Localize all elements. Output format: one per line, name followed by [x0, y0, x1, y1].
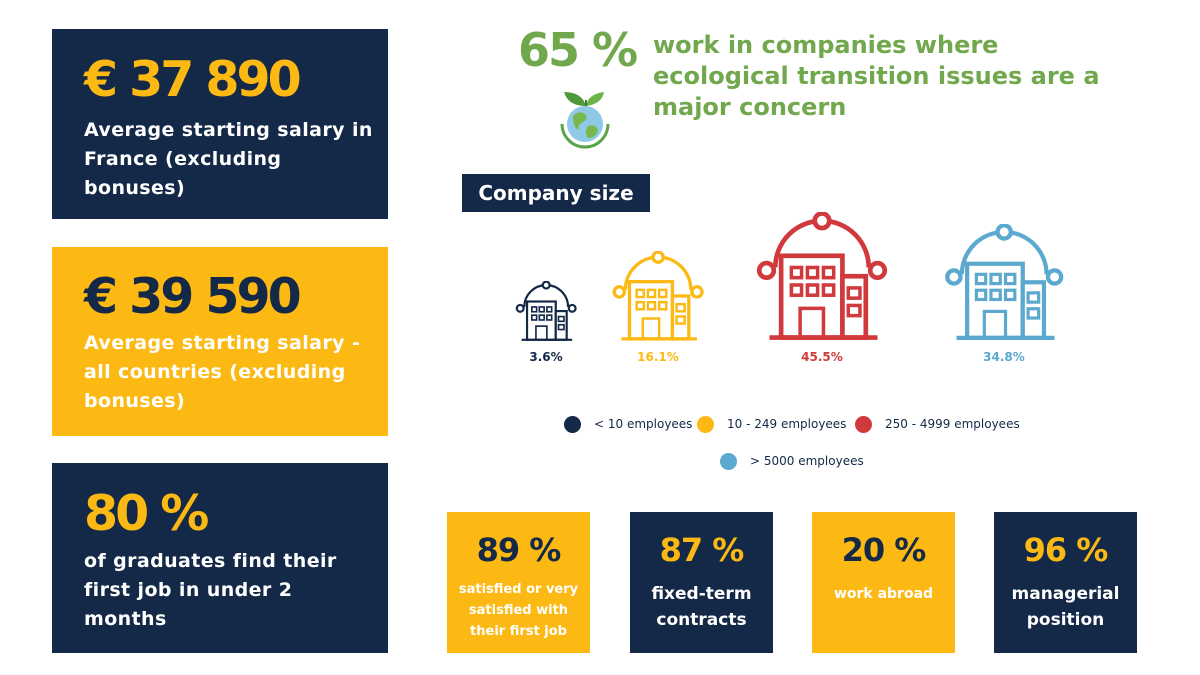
legend-item: 250 - 4999 employees [855, 414, 1020, 434]
stat-box-abroad: 20 % work abroad [812, 512, 955, 653]
legend-swatch [564, 415, 581, 433]
first-job-label: of graduates find their first job in und… [84, 550, 337, 630]
company-size-value-label: 34.8% [983, 350, 1025, 364]
stat-box-fixed-term: 87 % fixed-term contracts [630, 512, 773, 653]
stat-value: 20 % [841, 531, 927, 569]
legend-item: 10 - 249 employees [697, 414, 846, 434]
stat-box-managerial: 96 % managerial position [994, 512, 1137, 653]
legend-swatch [720, 452, 737, 470]
avg-salary-france-value: € 37 890 [84, 51, 302, 108]
building-icon [944, 223, 1064, 340]
legend-item: < 10 employees [564, 414, 692, 434]
avg-salary-france-label: Average starting salary in France (exclu… [84, 119, 373, 199]
stat-label: managerial position [1011, 584, 1120, 630]
legend-label: > 5000 employees [750, 454, 864, 468]
stat-label: fixed-term contracts [651, 584, 752, 630]
building-icon [612, 250, 704, 341]
stat-box-satisfied: 89 % satisfied or very satisfied with th… [447, 512, 590, 653]
stat-label: satisfied or very satisfied with their f… [458, 582, 579, 639]
company-size-value-label: 45.5% [801, 350, 843, 364]
avg-salary-all-card: € 39 590 Average starting salary - all c… [52, 247, 388, 436]
legend-item: > 5000 employees [720, 451, 864, 471]
legend-label: < 10 employees [594, 417, 693, 431]
stat-value: 89 % [476, 531, 562, 569]
avg-salary-all-label: Average starting salary - all countries … [84, 332, 361, 412]
legend-label: 250 - 4999 employees [885, 417, 1020, 431]
globe-leaves-icon [560, 92, 610, 149]
stat-value: 96 % [1023, 531, 1109, 569]
company-size-value-label: 16.1% [637, 350, 679, 364]
ecology-text: work in companies where ecological trans… [653, 31, 1100, 121]
ecology-percent: 65 % [518, 23, 638, 77]
legend-label: 10 - 249 employees [727, 417, 847, 431]
legend-swatch [855, 415, 872, 433]
building-icon [756, 211, 888, 340]
stat-value: 87 % [659, 531, 745, 569]
avg-salary-all-value: € 39 590 [84, 268, 302, 325]
first-job-value: 80 % [84, 485, 209, 542]
company-size-value-label: 3.6% [529, 350, 563, 364]
building-icon [515, 281, 577, 342]
company-size-title: Company size [462, 174, 650, 212]
legend-swatch [697, 415, 714, 433]
avg-salary-france-card: € 37 890 Average starting salary in Fran… [52, 29, 388, 219]
stat-label: work abroad [833, 586, 934, 602]
first-job-card: 80 % of graduates find their first job i… [52, 463, 388, 653]
